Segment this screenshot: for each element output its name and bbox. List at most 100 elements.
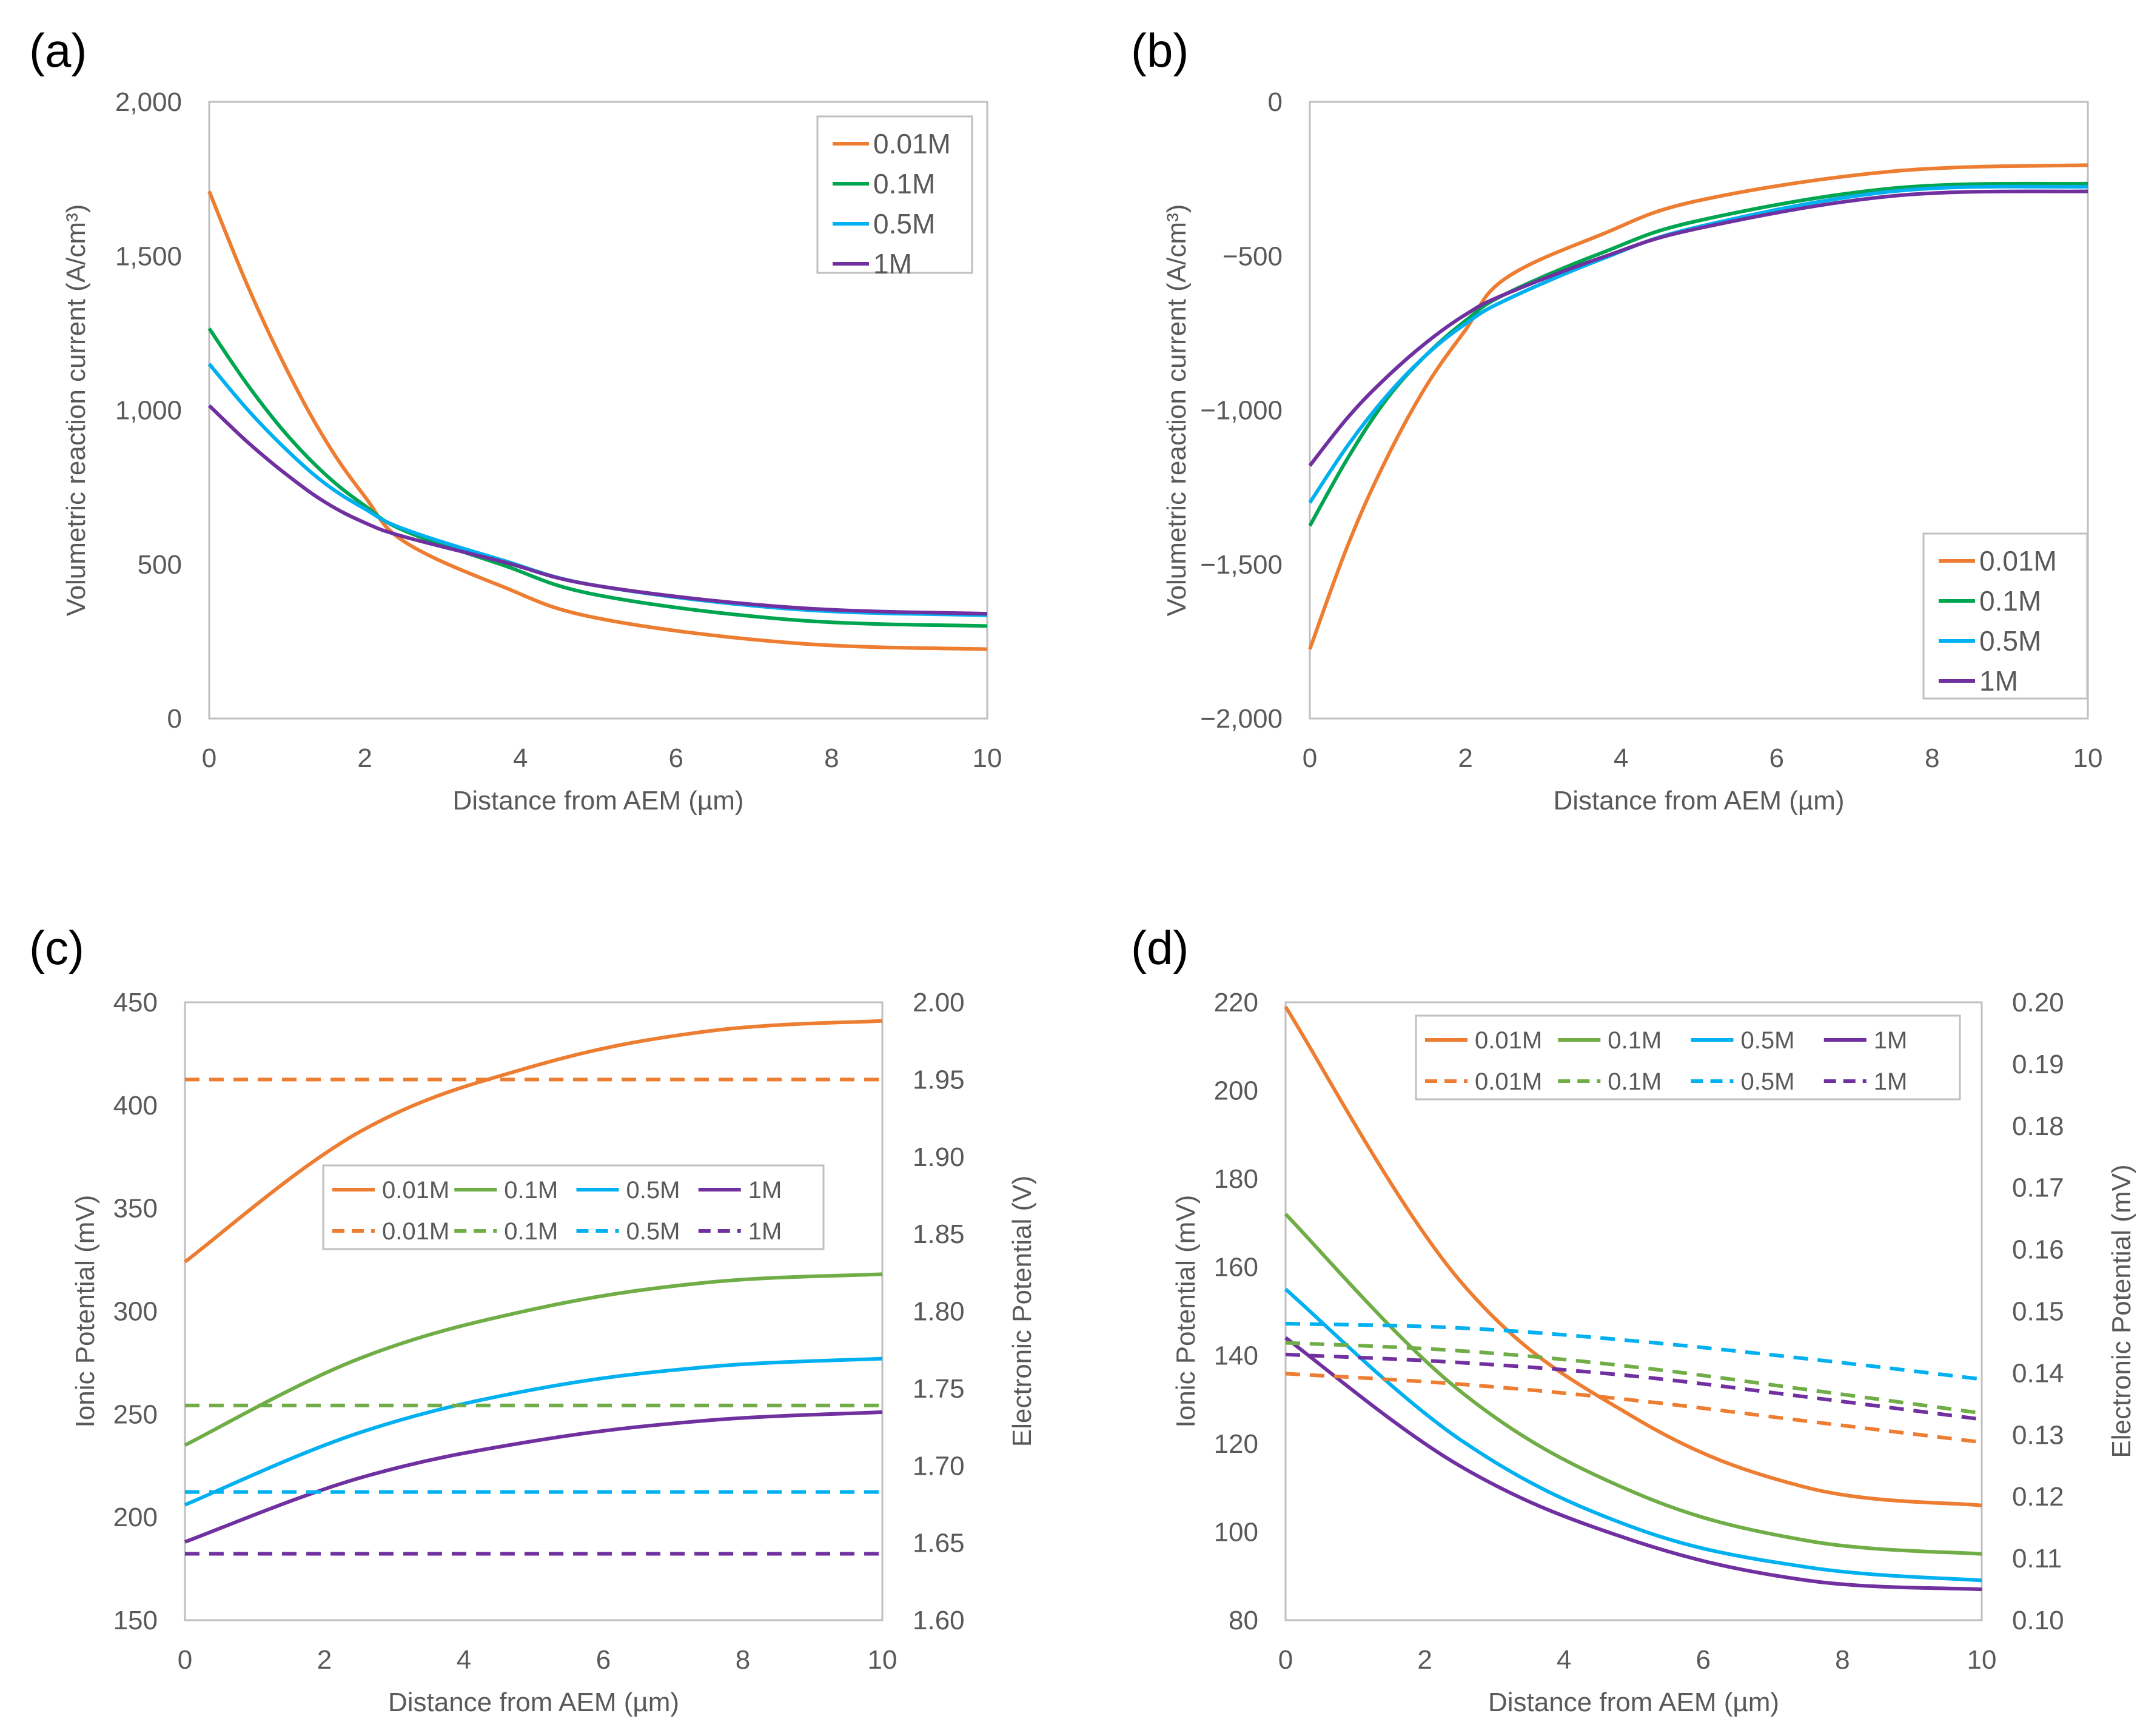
series-line-0-1m-electronic [1285,1341,1982,1415]
y-tick-label: 400 [113,1091,158,1121]
panel-label-c: (c) [29,921,84,974]
y2-tick-label: 1.65 [913,1529,965,1558]
y-axis-title: Volumetric reaction current (A/cm³) [1162,204,1192,617]
series-line-0-1m-ionic [1284,1213,1982,1556]
chart-legend: 0.01M 0.1M 0.5M 1M [816,115,973,280]
y-tick-label: 250 [113,1399,158,1429]
y2-tick-label: 1.75 [913,1374,965,1404]
plot-area-frame [184,1001,884,1621]
chart-panel-c: (c) 0 2 4 6 8 10 150 200 250 300 350 400 450 1.60 1.65 1… [29,921,1037,1717]
chart-panel-d: (d) 0 2 4 6 8 10 80 100 120 140 160 180 200 220 0.10 0.1… [1131,921,2136,1717]
series-line-0-5m [207,363,988,617]
series-line-0-01m-ionic [184,1019,883,1264]
y-tick-label: 160 [1214,1253,1258,1282]
x-tick-label: 2 [317,1645,332,1675]
y-tick-label: 120 [1214,1429,1258,1459]
x-tick-label: 8 [1925,743,1939,773]
y2-tick-label: 0.14 [2012,1358,2064,1388]
x-tick-label: 8 [824,743,839,773]
legend-entry-label: 0.01M [1475,1068,1542,1095]
chart-legend: 0.01M 0.1M 0.5M 1M 0.01M 0.1M 0.5M 1M [322,1164,825,1250]
series-line-0-01m [207,190,988,651]
y2-tick-label: 0.18 [2012,1111,2064,1141]
y-tick-label: 0 [1268,87,1283,117]
y2-tick-label: 0.11 [2012,1544,2062,1573]
chart-legend: 0.01M 0.1M 0.5M 1M 0.01M 0.1M 0.5M 1M [1415,1014,1961,1101]
legend-entry-label: 0.5M [1741,1068,1795,1095]
x-tick-label: 6 [596,1645,611,1675]
x-tick-label: 8 [736,1645,750,1675]
y2-tick-label: 1.90 [913,1142,965,1172]
y2-tick-label: 0.17 [2012,1173,2064,1203]
x-tick-label: 2 [357,743,372,773]
legend-entry-label: 0.01M [382,1218,449,1245]
x-axis-title: Distance from AEM (µm) [388,1687,679,1717]
x-tick-label: 2 [1458,743,1472,773]
legend-entry-label: 1M [748,1218,782,1245]
y-tick-label: 0 [167,704,182,734]
x-tick-label: 6 [1696,1645,1711,1675]
legend-entry-label: 0.01M [1475,1027,1542,1054]
series-line-0-1m [207,327,988,628]
series-line-1m-ionic [184,1410,883,1544]
legend-entry-label: 0.5M [873,208,935,240]
y-tick-label: 350 [113,1194,158,1224]
y-tick-label: 80 [1229,1606,1258,1635]
series-line-0-5m [1308,184,2088,504]
y-tick-label: 200 [113,1503,158,1532]
legend-entry-label: 1M [748,1177,782,1204]
x-axis-title: Distance from AEM (µm) [452,786,743,816]
series-line-0-5m-ionic [184,1356,883,1507]
y-axis-title: Volumetric reaction current (A/cm³) [61,204,91,617]
legend-entry-label: 1M [1979,665,2018,697]
y2-tick-label: 1.95 [913,1065,965,1094]
series-line-0-1m-ionic [184,1272,883,1447]
legend-entry-label: 0.1M [504,1177,558,1204]
x-tick-label: 6 [669,743,683,773]
y-tick-label: 100 [1214,1517,1258,1547]
x-tick-label: 10 [2073,743,2103,773]
legend-entry-label: 0.5M [626,1218,680,1245]
y2-tick-label: 1.70 [913,1451,965,1481]
x-tick-label: 0 [1278,1645,1293,1675]
y2-tick-label: 0.15 [2012,1297,2064,1327]
y2-tick-label: 0.12 [2012,1482,2064,1512]
chart-legend: 0.01M 0.1M 0.5M 1M [1922,532,2088,700]
legend-frame [1415,1014,1961,1101]
x-tick-label: 4 [1557,1645,1571,1675]
y2-tick-label: 2.00 [913,988,965,1017]
y-tick-label: −2,000 [1200,704,1283,734]
y-tick-label: 450 [113,988,158,1017]
legend-entry-label: 0.1M [1608,1027,1662,1054]
y-tick-label: 140 [1214,1341,1258,1370]
x-tick-label: 2 [1417,1645,1432,1675]
x-axis-title: Distance from AEM (µm) [1488,1687,1779,1717]
y2-tick-label: 0.20 [2012,988,2064,1017]
y-tick-label: −500 [1223,241,1283,271]
y-tick-label: −1,500 [1200,550,1283,580]
y-tick-label: 500 [138,550,182,580]
y-tick-label: 1,500 [115,241,182,271]
x-tick-label: 0 [202,743,216,773]
chart-panel-a: (a) 0 2 4 6 8 10 0 500 1,000 1,500 2,000 Distance fr… [29,24,1002,816]
legend-entry-label: 1M [1874,1068,1908,1095]
y2-tick-label: 0.13 [2012,1420,2064,1450]
y-tick-label: 180 [1214,1164,1258,1194]
legend-entry-label: 0.01M [382,1177,449,1204]
x-tick-label: 4 [513,743,528,773]
panel-label-d: (d) [1131,921,1189,974]
y-tick-label: 150 [113,1606,158,1635]
series-line-0-01m [1308,163,2088,650]
x-axis-title: Distance from AEM (µm) [1553,786,1844,816]
y-tick-label: 200 [1214,1076,1258,1106]
x-tick-label: 10 [868,1645,897,1675]
plot-area-frame [1309,101,2089,720]
y2-tick-label: 0.16 [2012,1235,2064,1265]
y-axis-title: Ionic Potential (mV) [70,1195,100,1428]
y-tick-label: −1,000 [1200,396,1283,426]
y2-tick-label: 0.19 [2012,1050,2064,1079]
y2-tick-label: 0.10 [2012,1606,2064,1635]
y2-axis-title: Electronic Potential (mV) [2107,1164,2136,1458]
series-line-1m-electronic [1285,1352,1982,1421]
